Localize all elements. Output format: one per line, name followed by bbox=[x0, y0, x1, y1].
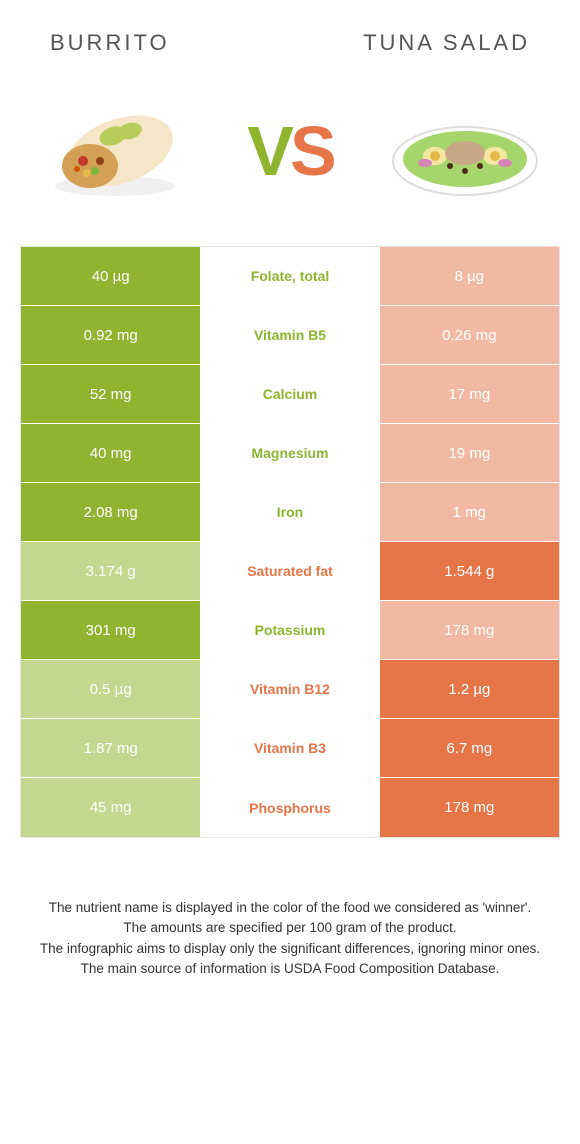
table-row: 2.08 mgIron1 mg bbox=[21, 483, 559, 542]
nutrient-label: Folate, total bbox=[200, 247, 379, 305]
left-value: 40 mg bbox=[21, 424, 200, 482]
table-row: 0.92 mgVitamin B50.26 mg bbox=[21, 306, 559, 365]
right-value: 6.7 mg bbox=[380, 719, 559, 777]
right-value: 1.544 g bbox=[380, 542, 559, 600]
footnote-line-1: The nutrient name is displayed in the co… bbox=[30, 898, 550, 918]
left-value: 40 µg bbox=[21, 247, 200, 305]
right-value: 19 mg bbox=[380, 424, 559, 482]
footnote-line-3: The infographic aims to display only the… bbox=[30, 939, 550, 959]
table-row: 45 mgPhosphorus178 mg bbox=[21, 778, 559, 837]
right-value: 0.26 mg bbox=[380, 306, 559, 364]
table-row: 1.87 mgVitamin B36.7 mg bbox=[21, 719, 559, 778]
right-food-title: Tuna salad bbox=[363, 30, 530, 56]
left-value: 3.174 g bbox=[21, 542, 200, 600]
right-value: 8 µg bbox=[380, 247, 559, 305]
nutrient-label: Magnesium bbox=[200, 424, 379, 482]
left-value: 2.08 mg bbox=[21, 483, 200, 541]
table-row: 40 µgFolate, total8 µg bbox=[21, 247, 559, 306]
nutrient-label: Saturated fat bbox=[200, 542, 379, 600]
left-value: 52 mg bbox=[21, 365, 200, 423]
right-value: 178 mg bbox=[380, 778, 559, 837]
left-value: 0.92 mg bbox=[21, 306, 200, 364]
footnote-line-4: The main source of information is USDA F… bbox=[30, 959, 550, 979]
vs-s: S bbox=[290, 112, 333, 190]
header: Burrito Tuna salad bbox=[0, 0, 580, 76]
nutrient-label: Vitamin B12 bbox=[200, 660, 379, 718]
nutrient-label: Potassium bbox=[200, 601, 379, 659]
table-row: 52 mgCalcium17 mg bbox=[21, 365, 559, 424]
table-row: 0.5 µgVitamin B121.2 µg bbox=[21, 660, 559, 719]
nutrient-label: Phosphorus bbox=[200, 778, 379, 837]
vs-label: VS bbox=[247, 111, 332, 191]
right-value: 178 mg bbox=[380, 601, 559, 659]
nutrient-label: Vitamin B5 bbox=[200, 306, 379, 364]
table-row: 301 mgPotassium178 mg bbox=[21, 601, 559, 660]
burrito-image bbox=[30, 96, 200, 206]
nutrient-label: Iron bbox=[200, 483, 379, 541]
vs-row: VS bbox=[0, 76, 580, 246]
footnote: The nutrient name is displayed in the co… bbox=[0, 838, 580, 999]
left-value: 45 mg bbox=[21, 778, 200, 837]
left-food-title: Burrito bbox=[50, 30, 170, 56]
right-value: 1.2 µg bbox=[380, 660, 559, 718]
left-value: 0.5 µg bbox=[21, 660, 200, 718]
left-value: 1.87 mg bbox=[21, 719, 200, 777]
right-value: 1 mg bbox=[380, 483, 559, 541]
nutrient-label: Vitamin B3 bbox=[200, 719, 379, 777]
right-value: 17 mg bbox=[380, 365, 559, 423]
table-row: 3.174 gSaturated fat1.544 g bbox=[21, 542, 559, 601]
left-value: 301 mg bbox=[21, 601, 200, 659]
vs-v: V bbox=[247, 112, 290, 190]
tuna-salad-image bbox=[380, 96, 550, 206]
footnote-line-2: The amounts are specified per 100 gram o… bbox=[30, 918, 550, 938]
nutrient-label: Calcium bbox=[200, 365, 379, 423]
nutrient-table: 40 µgFolate, total8 µg0.92 mgVitamin B50… bbox=[20, 246, 560, 838]
table-row: 40 mgMagnesium19 mg bbox=[21, 424, 559, 483]
